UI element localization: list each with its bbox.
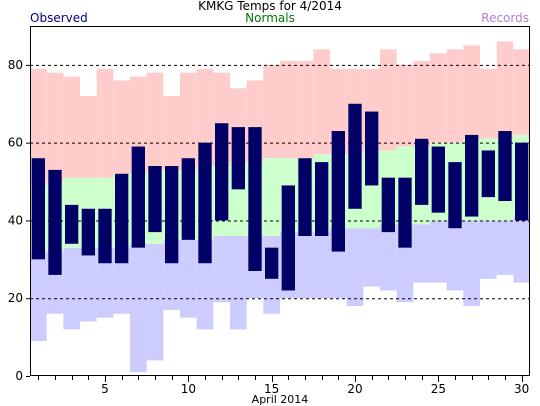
observed-bars-layer [31, 103, 529, 291]
record-high-bar [430, 53, 447, 143]
observed-bar [181, 158, 195, 240]
observed-bar [148, 166, 162, 233]
observed-bar [248, 127, 262, 271]
y-tick-label: 0 [15, 369, 23, 383]
observed-bar [131, 146, 145, 248]
record-low-bar [213, 236, 230, 303]
record-low-bar [513, 216, 530, 283]
observed-bar [465, 134, 479, 217]
x-tick-label: 25 [431, 382, 446, 396]
y-tick-label: 80 [8, 58, 23, 72]
observed-bar [415, 138, 429, 205]
y-tick-label: 60 [8, 136, 23, 150]
observed-bar [281, 185, 295, 291]
record-low-bar [146, 243, 164, 361]
record-high-bar [396, 64, 414, 147]
legend-records: Records [481, 11, 529, 25]
record-low-bar [380, 224, 397, 291]
record-low-bar [30, 251, 47, 341]
record-high-bar [146, 72, 164, 170]
record-high-bar [463, 45, 480, 139]
observed-bar [31, 158, 45, 260]
legend-normals: Normals [245, 11, 295, 25]
observed-bar [481, 150, 495, 198]
x-tick-label: 15 [264, 382, 279, 396]
x-axis: 5 10 15 20 25 30 [38, 376, 529, 396]
observed-bar [431, 146, 445, 213]
observed-bar [398, 177, 412, 248]
record-low-bar [446, 220, 464, 291]
observed-bar [231, 127, 245, 190]
record-low-bar [296, 232, 314, 299]
observed-bar [315, 162, 329, 236]
observed-bar [265, 247, 279, 279]
observed-bar [348, 103, 362, 209]
observed-bar [198, 142, 212, 264]
y-axis: 0 20 40 60 80 [8, 58, 30, 383]
plot-frame [30, 26, 530, 376]
record-high-bar [496, 41, 514, 139]
gridlines-layer [30, 64, 530, 300]
record-high-bar [380, 49, 397, 151]
record-low-bar [313, 232, 330, 299]
x-axis-label: April 2014 [252, 393, 309, 406]
record-low-bar [96, 247, 114, 318]
record-high-bar [163, 96, 180, 170]
record-high-bar [263, 64, 280, 159]
record-low-bar [180, 239, 197, 318]
y-tick-label: 20 [8, 291, 23, 305]
record-high-bar [180, 72, 197, 170]
observed-bar [81, 208, 95, 256]
normal-range-bar [263, 158, 280, 236]
record-low-bar [463, 220, 480, 306]
x-tick-label: 5 [101, 382, 109, 396]
record-low-bar [413, 224, 430, 283]
observed-bar [215, 123, 229, 221]
record-high-bar [413, 61, 430, 147]
observed-bar [381, 177, 395, 233]
record-low-bar [430, 220, 447, 283]
legend-observed: Observed [30, 11, 88, 25]
record-low-bar [130, 243, 147, 373]
observed-bar [98, 208, 112, 264]
record-high-bar [46, 72, 64, 182]
observed-bar [365, 111, 379, 186]
observed-bar [48, 169, 62, 275]
record-high-bar [80, 96, 97, 178]
observed-bar [115, 173, 129, 264]
record-high-bar [113, 80, 130, 174]
record-low-bar [63, 247, 80, 330]
record-low-bar [230, 236, 247, 330]
observed-bar [498, 131, 512, 201]
observed-bar [331, 131, 345, 252]
record-low-bar [496, 220, 514, 275]
observed-bar [298, 158, 312, 236]
x-tick-label: 30 [514, 382, 529, 396]
record-high-bar [296, 61, 314, 159]
record-high-bar [480, 68, 497, 139]
record-high-bar [196, 68, 214, 166]
record-low-bar [363, 228, 380, 287]
record-low-bar [80, 247, 97, 322]
record-high-bar [513, 49, 530, 135]
record-low-bar [346, 228, 364, 306]
record-low-bar [113, 247, 130, 314]
record-high-bar [30, 68, 47, 186]
record-low-bar [480, 220, 497, 279]
x-tick-label: 10 [181, 382, 196, 396]
observed-bar [448, 162, 462, 229]
record-high-bar [280, 61, 297, 159]
observed-bar [65, 204, 79, 244]
chart-title: KMKG Temps for 4/2014 [198, 0, 342, 13]
record-high-bar [63, 76, 80, 178]
observed-bar [165, 166, 179, 264]
record-high-bar [96, 68, 114, 178]
y-tick-label: 40 [8, 213, 23, 227]
record-high-bar [446, 49, 464, 143]
observed-bar [515, 142, 529, 221]
x-tick-label: 20 [347, 382, 362, 396]
record-high-bar [313, 49, 330, 155]
